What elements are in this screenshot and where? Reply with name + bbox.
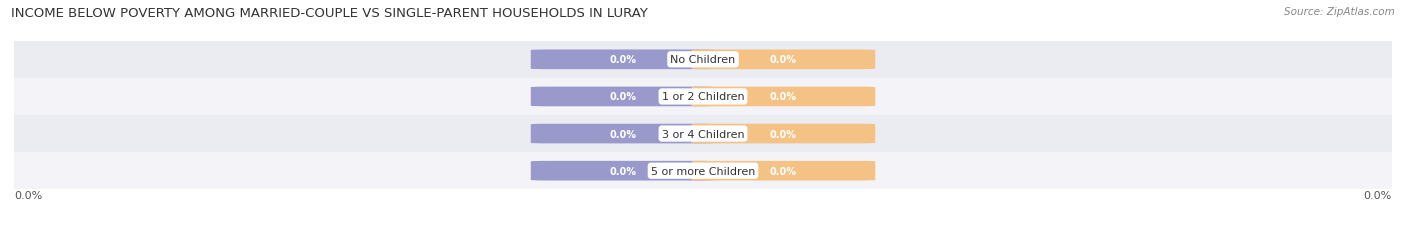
- Text: 0.0%: 0.0%: [609, 92, 636, 102]
- Text: 0.0%: 0.0%: [770, 55, 797, 65]
- FancyBboxPatch shape: [530, 124, 714, 144]
- FancyBboxPatch shape: [692, 87, 875, 107]
- FancyBboxPatch shape: [692, 50, 875, 70]
- Text: INCOME BELOW POVERTY AMONG MARRIED-COUPLE VS SINGLE-PARENT HOUSEHOLDS IN LURAY: INCOME BELOW POVERTY AMONG MARRIED-COUPL…: [11, 7, 648, 20]
- FancyBboxPatch shape: [692, 161, 875, 181]
- FancyBboxPatch shape: [530, 87, 714, 107]
- Bar: [14, 79, 1392, 116]
- Text: 0.0%: 0.0%: [770, 166, 797, 176]
- Text: 5 or more Children: 5 or more Children: [651, 166, 755, 176]
- Bar: [14, 116, 1392, 152]
- Text: 1 or 2 Children: 1 or 2 Children: [662, 92, 744, 102]
- Text: 3 or 4 Children: 3 or 4 Children: [662, 129, 744, 139]
- Text: 0.0%: 0.0%: [609, 129, 636, 139]
- Bar: [14, 42, 1392, 79]
- Text: 0.0%: 0.0%: [770, 92, 797, 102]
- Text: 0.0%: 0.0%: [1364, 190, 1392, 200]
- FancyBboxPatch shape: [692, 124, 875, 144]
- Text: 0.0%: 0.0%: [770, 129, 797, 139]
- FancyBboxPatch shape: [530, 50, 714, 70]
- Text: 0.0%: 0.0%: [609, 166, 636, 176]
- Text: No Children: No Children: [671, 55, 735, 65]
- FancyBboxPatch shape: [530, 161, 714, 181]
- Text: 0.0%: 0.0%: [14, 190, 42, 200]
- Bar: [14, 152, 1392, 189]
- Text: 0.0%: 0.0%: [609, 55, 636, 65]
- Text: Source: ZipAtlas.com: Source: ZipAtlas.com: [1284, 7, 1395, 17]
